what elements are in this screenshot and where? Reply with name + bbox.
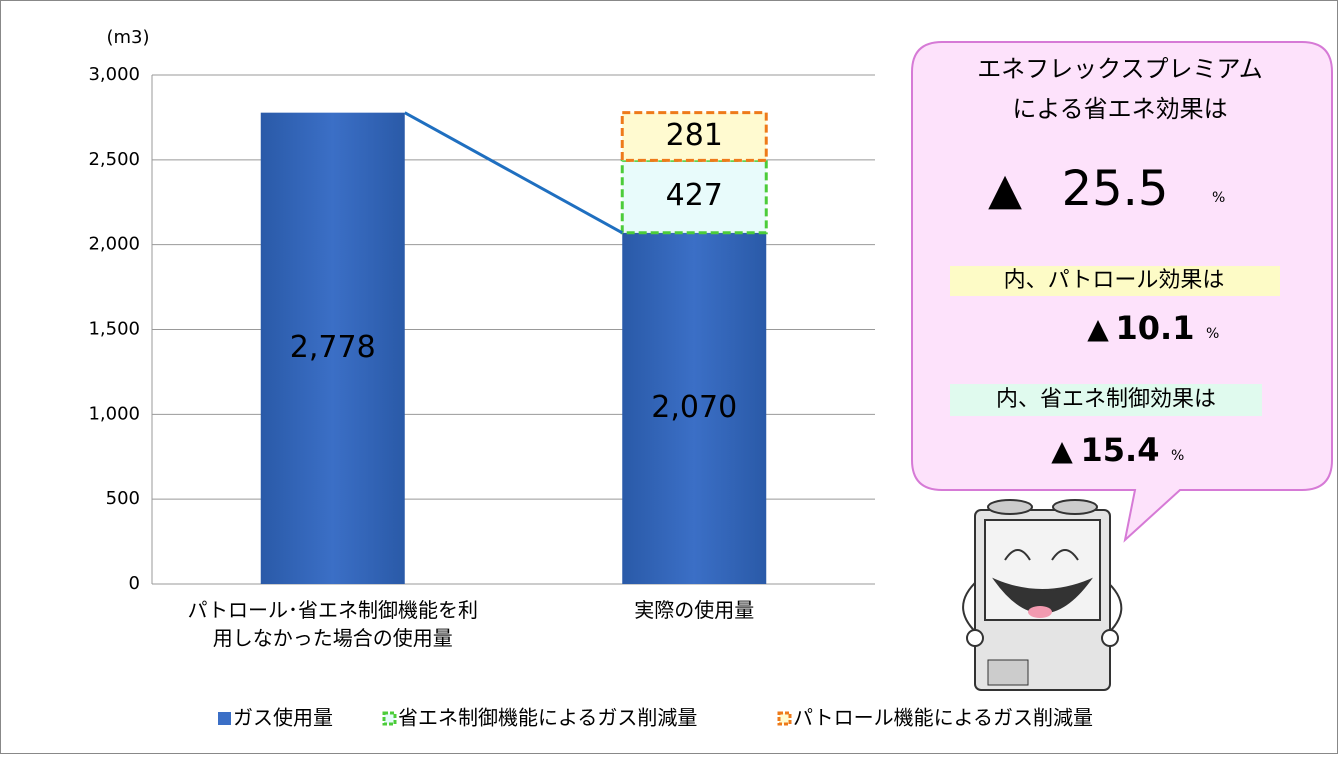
unit: % bbox=[1212, 190, 1225, 206]
data-label: 281 bbox=[666, 118, 723, 153]
y-tick-label: 0 bbox=[129, 573, 140, 594]
y-tick-label: 1,000 bbox=[88, 403, 140, 424]
x-tick-label: 実際の使用量 bbox=[544, 596, 844, 624]
x-tick-label-box: パトロール･省エネ制御機能を利用しなかった場合の使用量 bbox=[183, 596, 483, 666]
y-tick-label: 3,000 bbox=[88, 64, 140, 85]
mascot bbox=[963, 500, 1121, 690]
callout-control: 15.4 bbox=[1081, 431, 1160, 469]
y-tick-label: 2,000 bbox=[88, 234, 140, 255]
chart: (m3) 0 500 1,000 1,500 2,000 2,500 3,000 パトロール･… bbox=[0, 0, 1339, 755]
legend-swatch bbox=[779, 713, 790, 724]
legend-label: ガス使用量 bbox=[233, 706, 333, 730]
legend-swatch bbox=[218, 712, 231, 725]
callout-label: 内、パトロール効果は bbox=[1004, 268, 1225, 293]
x-tick-label: パトロール･省エネ制御機能を利用しなかった場合の使用量 bbox=[183, 596, 483, 652]
y-tick-label: 500 bbox=[106, 488, 140, 509]
callout-heading: エネフレックスプレミアム bbox=[977, 55, 1263, 83]
x-tick-label-box: 実際の使用量 bbox=[544, 596, 844, 666]
marker: ▲ bbox=[1087, 312, 1109, 345]
data-label: 2,070 bbox=[651, 390, 737, 425]
legend-label: 省エネ制御機能によるガス削減量 bbox=[398, 706, 697, 730]
callout-total: 25.5 bbox=[1062, 161, 1169, 217]
y-unit: (m3) bbox=[106, 27, 149, 48]
legend-label: パトロール機能によるガス削減量 bbox=[793, 706, 1093, 730]
unit: % bbox=[1206, 326, 1219, 342]
data-label: 2,778 bbox=[290, 330, 376, 365]
callout-label: 内、省エネ制御効果は bbox=[996, 387, 1216, 412]
callout-patrol: 10.1 bbox=[1116, 309, 1195, 347]
marker: ▲ bbox=[1051, 434, 1073, 467]
y-tick-label: 2,500 bbox=[88, 149, 140, 170]
legend-swatch bbox=[384, 713, 395, 724]
callout-heading: による省エネ効果は bbox=[1012, 95, 1227, 123]
unit: % bbox=[1171, 448, 1184, 464]
y-tick-label: 1,500 bbox=[88, 319, 140, 340]
data-label: 427 bbox=[666, 178, 723, 213]
marker: ▲ bbox=[988, 164, 1022, 215]
